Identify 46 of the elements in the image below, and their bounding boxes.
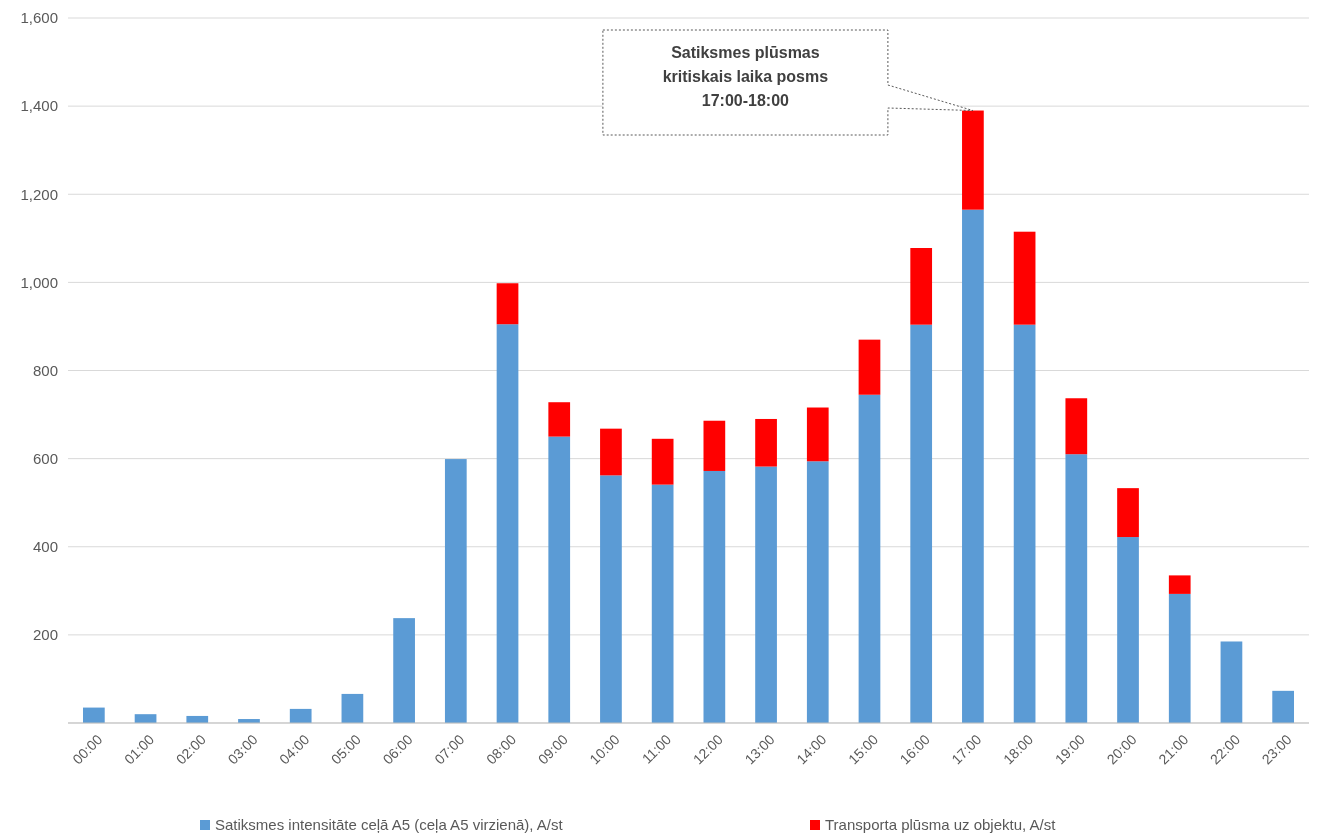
y-tick-label: 200 — [32, 626, 58, 644]
bar — [341, 693, 364, 723]
bar — [858, 339, 881, 395]
bar — [1013, 231, 1036, 325]
y-tick-label: 1,200 — [20, 185, 58, 203]
bar — [910, 248, 933, 325]
bar — [1168, 593, 1191, 723]
bar — [651, 484, 674, 723]
bar — [1220, 641, 1243, 723]
bar — [1065, 454, 1088, 723]
bar — [1168, 575, 1191, 594]
bar — [651, 438, 674, 485]
bar — [1117, 488, 1139, 538]
bar — [496, 324, 519, 723]
bar — [858, 394, 881, 723]
bar — [755, 466, 777, 723]
y-tick-label: 1,000 — [20, 273, 58, 291]
annotation: Satiksmes plūsmas kritiskais laika posms 17:00-18:00 — [662, 44, 829, 109]
bar — [806, 407, 829, 462]
bar — [755, 418, 777, 467]
bar — [1065, 398, 1088, 455]
bar — [548, 402, 571, 437]
bar — [1117, 537, 1139, 723]
y-tick-label: 1,400 — [20, 97, 58, 115]
bar — [393, 618, 415, 723]
bar — [1272, 690, 1295, 723]
bar — [496, 283, 519, 325]
bar — [444, 459, 467, 723]
bar — [83, 707, 105, 723]
bar — [548, 436, 571, 723]
bar — [1013, 324, 1036, 723]
bar — [806, 461, 829, 723]
legend-label: Satiksmes intensitāte ceļā A5 (ceļa A5 virzienā), A/st — [215, 816, 564, 834]
legend-label: Transporta plūsma uz objektu, A/st — [825, 816, 1057, 834]
bar — [600, 428, 622, 476]
y-tick-label: 600 — [32, 449, 58, 467]
bar — [289, 708, 312, 723]
bar — [600, 475, 622, 723]
y-tick-label: 400 — [32, 538, 58, 555]
bar — [962, 209, 984, 723]
bar — [703, 420, 726, 471]
bar — [703, 470, 726, 723]
y-tick-label: 1,600 — [20, 9, 58, 27]
bar — [962, 110, 984, 210]
bar — [910, 324, 933, 723]
y-tick-label: 800 — [32, 361, 58, 379]
